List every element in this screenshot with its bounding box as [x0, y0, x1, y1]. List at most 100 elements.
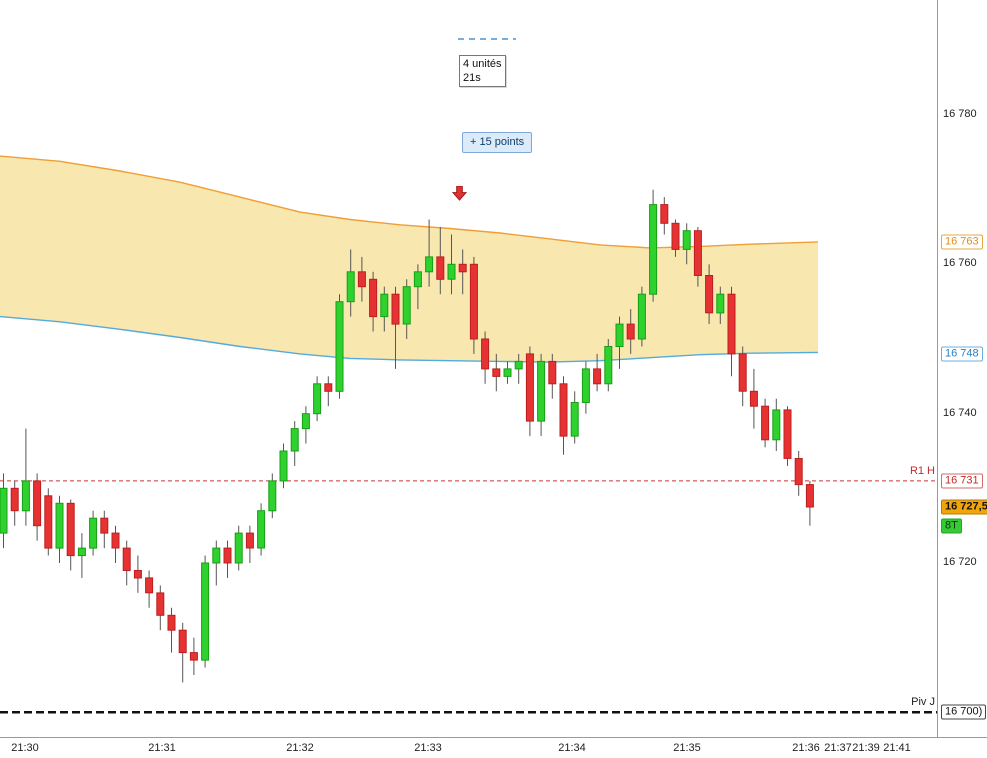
candle[interactable]: [33, 473, 42, 541]
candle[interactable]: [559, 376, 568, 455]
candle[interactable]: [279, 443, 288, 489]
candle[interactable]: [55, 495, 64, 563]
candle[interactable]: [223, 540, 232, 578]
pivot-price-label: 16 700): [941, 704, 987, 720]
candle[interactable]: [772, 398, 781, 451]
candle[interactable]: [324, 376, 333, 407]
candle[interactable]: [682, 223, 691, 265]
candle[interactable]: [525, 346, 534, 437]
candle[interactable]: [66, 499, 75, 571]
time-tick-label: 21:39: [852, 742, 880, 754]
candle[interactable]: [503, 361, 512, 384]
candle[interactable]: [693, 227, 702, 287]
candle[interactable]: [447, 234, 456, 295]
candle[interactable]: [492, 353, 501, 392]
candle[interactable]: [44, 488, 53, 556]
candle[interactable]: [671, 219, 680, 257]
pivot-line-name: Piv J: [911, 696, 935, 709]
candle[interactable]: [581, 361, 590, 414]
time-tick-label: 21:36: [792, 742, 820, 754]
points-gain-badge[interactable]: + 15 points: [462, 132, 533, 153]
time-tick-label: 21:37: [824, 742, 852, 754]
candle[interactable]: [268, 473, 277, 519]
candle[interactable]: [469, 256, 478, 354]
candle[interactable]: [436, 227, 445, 295]
candle[interactable]: [481, 331, 490, 384]
candle[interactable]: [380, 286, 389, 332]
price-tick-label: 16 720: [943, 556, 977, 568]
candle[interactable]: [637, 286, 646, 347]
candle[interactable]: [122, 540, 131, 586]
candle[interactable]: [145, 570, 154, 608]
candle[interactable]: [660, 197, 669, 235]
order-units-label: 4 unités: [463, 58, 502, 70]
candle[interactable]: [626, 309, 635, 354]
sell-signal-arrow-icon[interactable]: [451, 185, 468, 201]
r1-line-name: R1 H: [909, 464, 935, 477]
candle[interactable]: [548, 353, 557, 399]
candle[interactable]: [212, 540, 221, 586]
candle[interactable]: [189, 637, 198, 675]
candle[interactable]: [156, 585, 165, 631]
time-tick-label: 21:33: [414, 742, 442, 754]
candle[interactable]: [716, 286, 725, 325]
r1-price-label: 16 731: [941, 473, 983, 489]
candle[interactable]: [425, 219, 434, 287]
candle[interactable]: [761, 398, 770, 448]
candle[interactable]: [245, 525, 254, 563]
candle[interactable]: [290, 421, 299, 466]
candle[interactable]: [705, 264, 714, 325]
candle[interactable]: [391, 286, 400, 369]
candle[interactable]: [313, 376, 322, 422]
order-countdown-label: 21s: [463, 72, 481, 84]
candle[interactable]: [100, 510, 109, 549]
candle[interactable]: [593, 353, 602, 392]
price-tick-label: 16 760: [943, 257, 977, 270]
tick-counter-label: 8T: [941, 518, 962, 534]
candle[interactable]: [604, 339, 613, 392]
candle[interactable]: [178, 622, 187, 683]
candle[interactable]: [458, 249, 467, 295]
candle[interactable]: [537, 353, 546, 437]
candle[interactable]: [346, 249, 355, 317]
candle[interactable]: [10, 480, 19, 526]
time-tick-label: 21:41: [883, 742, 911, 754]
candle[interactable]: [514, 353, 523, 384]
order-info-box[interactable]: 4 unités 21s: [459, 55, 506, 87]
candle[interactable]: [794, 451, 803, 496]
candle[interactable]: [301, 406, 310, 444]
candle[interactable]: [89, 510, 98, 556]
candle[interactable]: [615, 316, 624, 369]
time-tick-label: 21:30: [11, 742, 39, 754]
time-tick-label: 21:32: [286, 742, 314, 754]
candle[interactable]: [234, 525, 243, 571]
candle[interactable]: [167, 607, 176, 653]
candle[interactable]: [649, 189, 658, 302]
candle[interactable]: [21, 428, 30, 526]
last-price-label: 16 727,5: [941, 499, 987, 515]
candle[interactable]: [738, 346, 747, 407]
candle[interactable]: [111, 525, 120, 563]
candle[interactable]: [335, 294, 344, 399]
candle[interactable]: [805, 480, 814, 526]
candle[interactable]: [402, 279, 411, 339]
volatility-band-fill: [0, 156, 818, 363]
candle[interactable]: [369, 271, 378, 332]
candle[interactable]: [357, 256, 366, 302]
candle[interactable]: [727, 286, 736, 377]
candle[interactable]: [257, 503, 266, 556]
candle[interactable]: [749, 368, 758, 429]
candle[interactable]: [413, 264, 422, 310]
price-tick-label: 16 780: [943, 108, 977, 120]
band-upper-price-label: 16 763: [941, 234, 983, 250]
candle[interactable]: [133, 555, 142, 593]
candle[interactable]: [201, 555, 210, 668]
order-level-dashed-line[interactable]: [458, 38, 516, 40]
candle[interactable]: [0, 473, 8, 549]
candle[interactable]: [783, 406, 792, 466]
candle[interactable]: [77, 533, 86, 578]
candle[interactable]: [570, 391, 579, 444]
price-tick-label: 16 740: [943, 406, 977, 419]
